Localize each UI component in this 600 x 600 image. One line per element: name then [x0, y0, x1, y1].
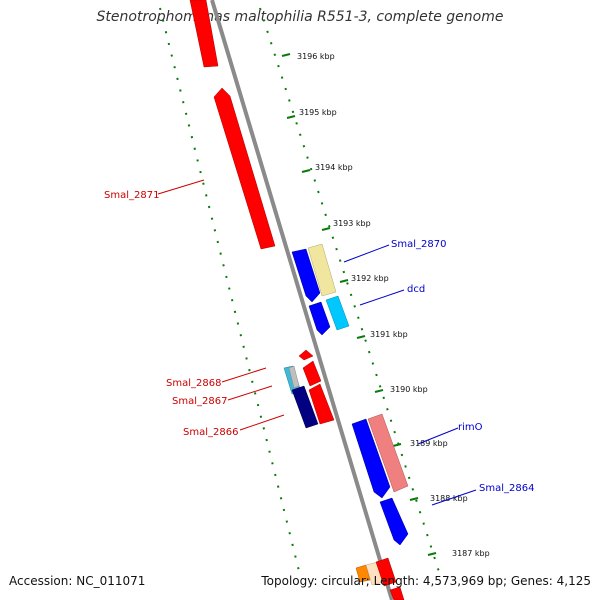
gene-smal-2864[interactable]	[379, 497, 409, 546]
leader-smal-2867	[227, 385, 273, 401]
tick-label: 3193 kbp	[333, 219, 371, 228]
tick-label: 3190 kbp	[390, 385, 428, 394]
genome-stats-text: Topology: circular; Length: 4,573,969 bp…	[261, 574, 591, 588]
label-smal-2866[interactable]: Smal_2866	[183, 427, 238, 438]
gene-bottom-red[interactable]	[375, 557, 397, 587]
label-rimo[interactable]: rimO	[458, 422, 483, 433]
gene-smal-2871[interactable]	[213, 87, 276, 250]
label-dcd[interactable]: dcd	[407, 284, 425, 295]
tick-label: 3192 kbp	[351, 274, 389, 283]
tick-label: 3189 kbp	[410, 439, 448, 448]
tick-label: 3187 kbp	[452, 549, 490, 558]
leader-smal-2864	[431, 489, 477, 506]
tick-label: 3195 kbp	[299, 108, 337, 117]
accession-text: Accession: NC_011071	[9, 574, 146, 588]
leader-rimo	[417, 427, 459, 445]
leader-smal-2870	[343, 244, 390, 263]
gene-smal-2867[interactable]	[288, 365, 300, 389]
leader-dcd	[359, 289, 405, 306]
gene-small-red-arrow[interactable]	[298, 349, 314, 361]
gene-top-fragment[interactable]	[189, 0, 219, 68]
leader-smal-2871	[157, 179, 205, 195]
gene-smal-2866[interactable]	[291, 385, 319, 429]
gene-red-short[interactable]	[302, 360, 322, 387]
gene-bottom-red-2[interactable]	[389, 586, 405, 600]
gene-rimo-forward[interactable]	[351, 418, 391, 499]
gene-bottom-orange[interactable]	[355, 564, 371, 583]
gene-red-long[interactable]	[308, 383, 335, 425]
label-smal-2864[interactable]: Smal_2864	[479, 483, 534, 494]
leader-smal-2866	[239, 414, 285, 431]
label-smal-2871[interactable]: Smal_2871	[104, 190, 159, 201]
label-smal-2867[interactable]: Smal_2867	[172, 396, 227, 407]
genome-backbone	[210, 0, 394, 600]
gene-dcd[interactable]	[325, 295, 350, 331]
tick-label: 3191 kbp	[370, 330, 408, 339]
outer-ruler-line	[159, 7, 301, 576]
label-smal-2870[interactable]: Smal_2870	[391, 239, 446, 250]
gene-dcd-forward[interactable]	[308, 301, 331, 336]
tick-label: 3194 kbp	[315, 163, 353, 172]
leader-smal-2868	[221, 367, 267, 383]
tick-label: 3188 kbp	[430, 494, 468, 503]
tick-label: 3196 kbp	[297, 52, 335, 61]
gene-smal-2870-forward[interactable]	[291, 248, 321, 303]
major-ticks	[281, 53, 437, 556]
gene-smal-2870[interactable]	[307, 243, 337, 297]
label-smal-2868[interactable]: Smal_2868	[166, 378, 221, 389]
gene-rimo[interactable]	[367, 413, 409, 493]
